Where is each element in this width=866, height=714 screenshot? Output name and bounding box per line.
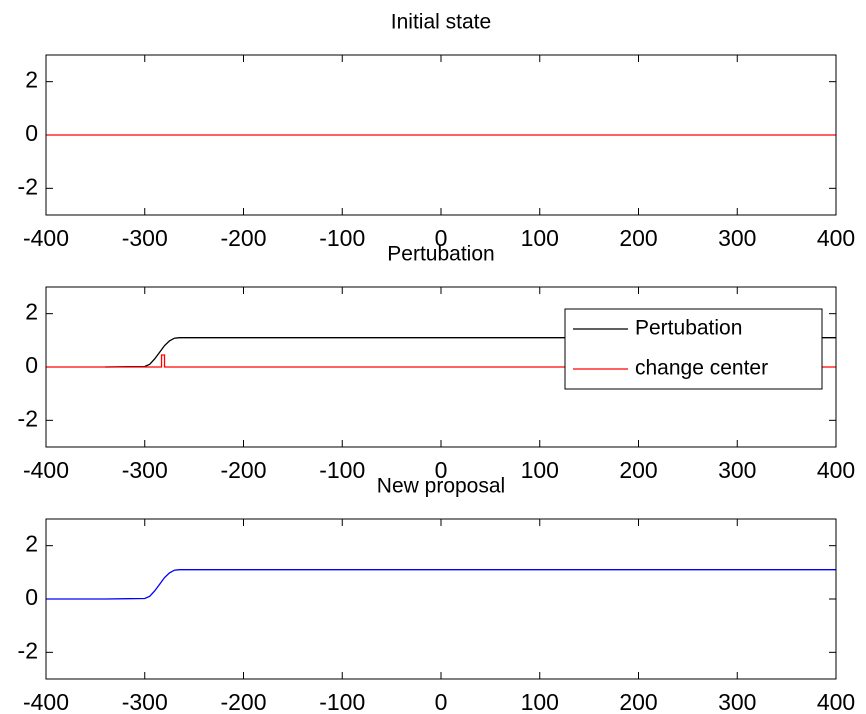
x-tick-label: 400 (817, 457, 855, 483)
y-tick-label: 0 (25, 120, 38, 146)
y-tick-label: 0 (25, 352, 38, 378)
legend-label: Pertubation (635, 317, 742, 340)
x-tick-label: 0 (435, 689, 448, 714)
x-tick-label: -100 (319, 457, 365, 483)
x-tick-label: -400 (23, 457, 69, 483)
y-tick-label: -2 (18, 405, 38, 431)
x-tick-label: 400 (817, 689, 855, 714)
x-tick-label: 100 (521, 225, 559, 251)
x-tick-label: 0 (435, 457, 448, 483)
x-tick-label: -100 (319, 689, 365, 714)
y-tick-label: 2 (25, 531, 38, 557)
x-tick-label: -200 (220, 457, 266, 483)
series-line (105, 337, 836, 368)
series-line (46, 354, 836, 368)
series-line (46, 569, 836, 600)
x-tick-label: -200 (220, 225, 266, 251)
x-tick-label: -100 (319, 225, 365, 251)
x-tick-label: -400 (23, 225, 69, 251)
x-tick-label: 300 (718, 689, 756, 714)
chart-title: Pertubation (387, 243, 494, 266)
y-tick-label: -2 (18, 637, 38, 663)
x-tick-label: -300 (122, 225, 168, 251)
x-tick-label: -400 (23, 689, 69, 714)
axes-box (45, 286, 837, 448)
axes-box (45, 518, 837, 680)
x-tick-label: 200 (619, 689, 657, 714)
y-tick-label: 0 (25, 584, 38, 610)
chart-title: New proposal (377, 475, 505, 498)
x-tick-label: 300 (718, 225, 756, 251)
x-tick-label: 100 (521, 457, 559, 483)
y-tick-label: 2 (25, 299, 38, 325)
y-tick-label: -2 (18, 173, 38, 199)
axes-box (45, 54, 837, 216)
x-tick-label: -300 (122, 457, 168, 483)
x-tick-label: -200 (220, 689, 266, 714)
plot-area (46, 519, 836, 679)
x-tick-label: 100 (521, 689, 559, 714)
chart-title: Initial state (391, 11, 491, 34)
x-tick-label: -300 (122, 689, 168, 714)
y-tick-label: 2 (25, 67, 38, 93)
legend-label: change center (635, 357, 768, 380)
x-tick-label: 200 (619, 225, 657, 251)
x-tick-label: 0 (435, 225, 448, 251)
legend-box (564, 308, 823, 390)
x-tick-label: 300 (718, 457, 756, 483)
x-tick-label: 400 (817, 225, 855, 251)
x-tick-label: 200 (619, 457, 657, 483)
